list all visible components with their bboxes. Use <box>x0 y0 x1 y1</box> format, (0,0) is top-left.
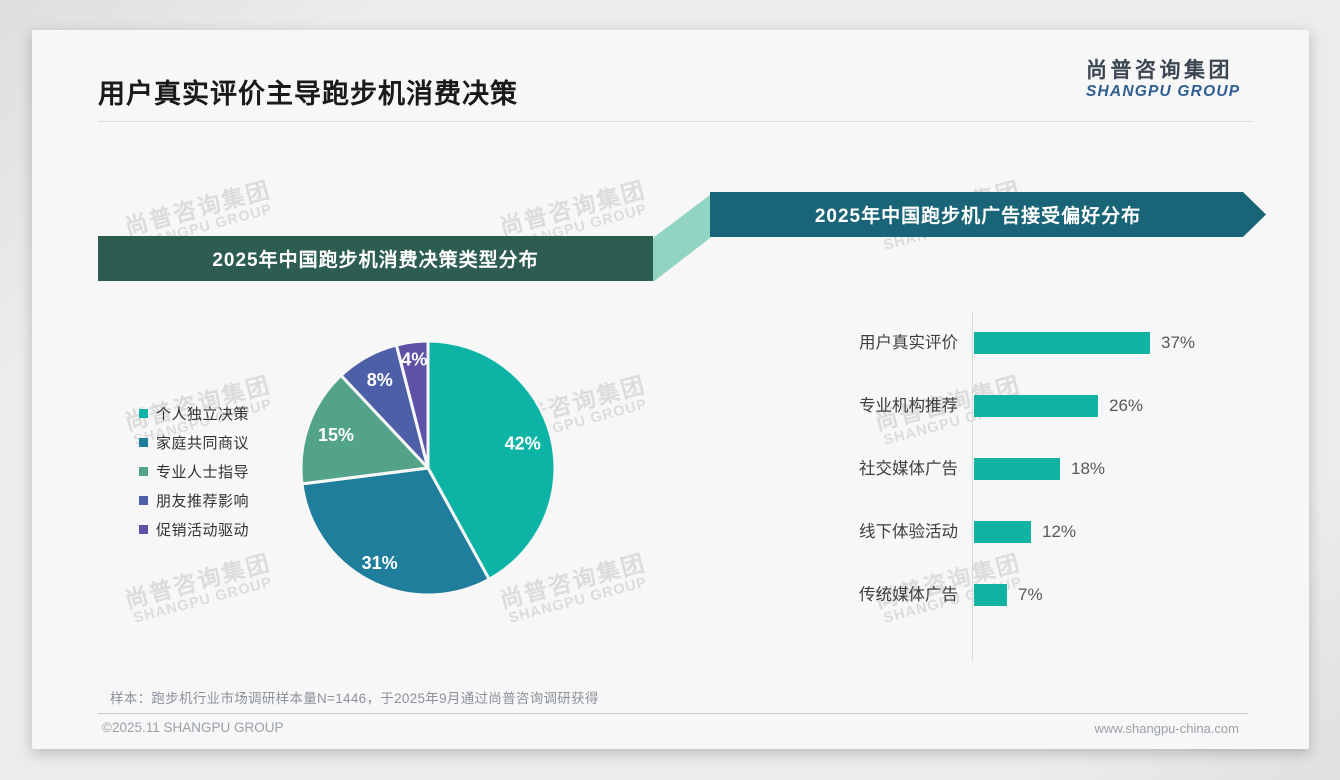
bar-5 <box>974 584 1007 606</box>
legend-swatch <box>139 524 148 534</box>
banner-connector-shape <box>653 195 710 282</box>
bar-1 <box>974 332 1150 354</box>
slide-card: 尚普咨询集团 SHANGPU GROUP 尚普咨询集团 SHANGPU GROUP 尚普… <box>32 30 1309 749</box>
legend-label: 个人独立决策 <box>156 405 250 423</box>
bar-4 <box>974 521 1031 543</box>
legend-label: 专业人士指导 <box>156 463 250 481</box>
bar-chart-title-banner: 2025年中国跑步机广告接受偏好分布 <box>710 192 1266 237</box>
pie-legend: 个人独立决策 家庭共同商议 专业人士指导 朋友推荐影响 促销活动驱动 <box>139 404 250 539</box>
bar-category-label: 用户真实评价 <box>859 334 958 352</box>
page-title: 用户真实评价主导跑步机消费决策 <box>98 79 518 109</box>
pie-slice-2 <box>300 466 491 597</box>
pie-slice-3 <box>299 373 430 486</box>
legend-swatch <box>139 408 148 418</box>
legend-label: 家庭共同商议 <box>156 434 250 452</box>
legend-label: 促销活动驱动 <box>156 521 250 539</box>
bar-category-label: 社交媒体广告 <box>859 460 958 478</box>
legend-swatch <box>139 437 148 447</box>
legend-swatch <box>139 495 148 505</box>
bar-category-label: 传统媒体广告 <box>859 586 958 604</box>
logo-english-text: SHANGPU GROUP <box>1086 83 1241 101</box>
bar-2 <box>974 395 1098 417</box>
pie-slice-label: 31% <box>362 553 398 573</box>
copyright-text: ©2025.11 SHANGPU GROUP <box>102 720 284 735</box>
company-logo: 尚普咨询集团 SHANGPU GROUP <box>1086 58 1240 101</box>
legend-item: 朋友推荐影响 <box>139 491 250 510</box>
bar-chart: 用户真实评价 37% 专业机构推荐 26% 社交媒体广告 18% 线下体验活动 12% 传统媒体… <box>32 30 1309 749</box>
legend-item: 家庭共同商议 <box>139 433 250 452</box>
bar-value-label: 12% <box>1042 522 1077 541</box>
bar-3 <box>974 458 1060 480</box>
pie-slice-1 <box>426 339 557 581</box>
legend-item: 个人独立决策 <box>139 404 250 423</box>
pie-slice-label: 15% <box>318 425 354 445</box>
pie-slice-label: 4% <box>401 350 427 370</box>
bar-value-label: 18% <box>1071 459 1106 478</box>
bar-value-label: 37% <box>1161 333 1196 352</box>
bar-value-label: 26% <box>1109 396 1144 415</box>
bar-value-label: 7% <box>1018 585 1043 604</box>
pie-slice-label: 42% <box>505 434 541 454</box>
legend-swatch <box>139 466 148 476</box>
legend-item: 促销活动驱动 <box>139 520 250 539</box>
title-divider <box>98 121 1253 122</box>
pie-chart-title: 2025年中国跑步机消费决策类型分布 <box>212 250 539 271</box>
legend-label: 朋友推荐影响 <box>156 492 250 510</box>
bar-category-label: 专业机构推荐 <box>859 397 958 415</box>
pie-chart-title-banner: 2025年中国跑步机消费决策类型分布 <box>98 236 653 281</box>
legend-item: 专业人士指导 <box>139 462 250 481</box>
bar-category-label: 线下体验活动 <box>859 523 958 541</box>
pie-slice-5 <box>394 339 430 470</box>
pie-chart: 42% 31% 15% 8% 4% <box>299 339 557 597</box>
pie-slice-label: 8% <box>367 370 393 390</box>
sample-note: 样本：跑步机行业市场调研样本量N=1446，于2025年9月通过尚普咨询调研获得 <box>110 691 599 706</box>
bar-chart-axis-line <box>972 312 973 660</box>
bar-chart-title: 2025年中国跑步机广告接受偏好分布 <box>814 206 1142 227</box>
footer-divider <box>98 713 1248 714</box>
logo-chinese-text: 尚普咨询集团 <box>1086 59 1233 82</box>
website-url: www.shangpu-china.com <box>1094 721 1239 736</box>
